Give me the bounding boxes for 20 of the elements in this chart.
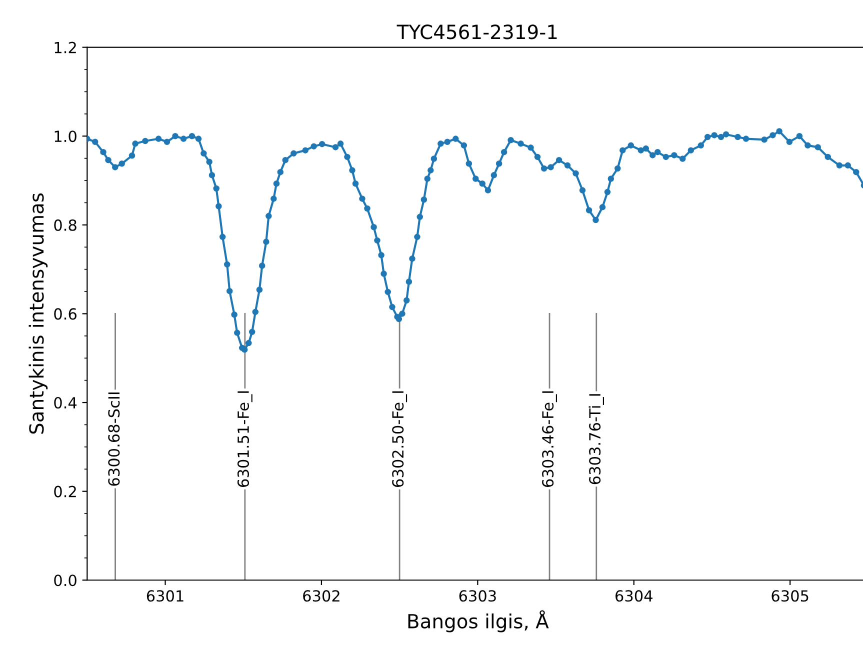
- y-tick-label: 0.4: [54, 396, 77, 409]
- y-tick-label: 0.8: [54, 219, 76, 231]
- y-tick-label: 0.6: [54, 308, 76, 320]
- ref-line-label: 6301.51-Fe_I: [237, 391, 252, 487]
- y-tick-label: 0.0: [54, 574, 76, 586]
- ref-line-label: 6303.46-Fe_I: [542, 391, 557, 487]
- ref-line-label: 6303.76-Ti_I: [588, 394, 604, 484]
- x-tick-label: 6305: [772, 590, 808, 602]
- x-tick-label: 6301: [146, 590, 184, 602]
- x-tick-label: 6304: [616, 590, 652, 602]
- y-tick-label: 0.2: [54, 486, 76, 498]
- x-tick-label: 6303: [459, 590, 496, 602]
- ref-line-label: 6300.68-ScII: [108, 392, 120, 486]
- chart-title: TYC4561-2319-1: [396, 24, 557, 40]
- x-axis-title: Bangos ilgis, Å: [408, 610, 549, 632]
- ref-line-label: 6302.50-Fe_I: [392, 391, 408, 487]
- x-tick-label: 6302: [303, 590, 340, 602]
- y-axis-title: Santykinis intensyvumas: [28, 193, 48, 434]
- y-tick-label: 1.2: [54, 42, 76, 54]
- y-tick-label: 1.0: [54, 130, 76, 142]
